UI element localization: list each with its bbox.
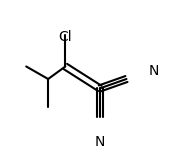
Text: N: N (148, 64, 159, 78)
Text: Cl: Cl (59, 30, 72, 44)
Text: N: N (95, 135, 105, 149)
